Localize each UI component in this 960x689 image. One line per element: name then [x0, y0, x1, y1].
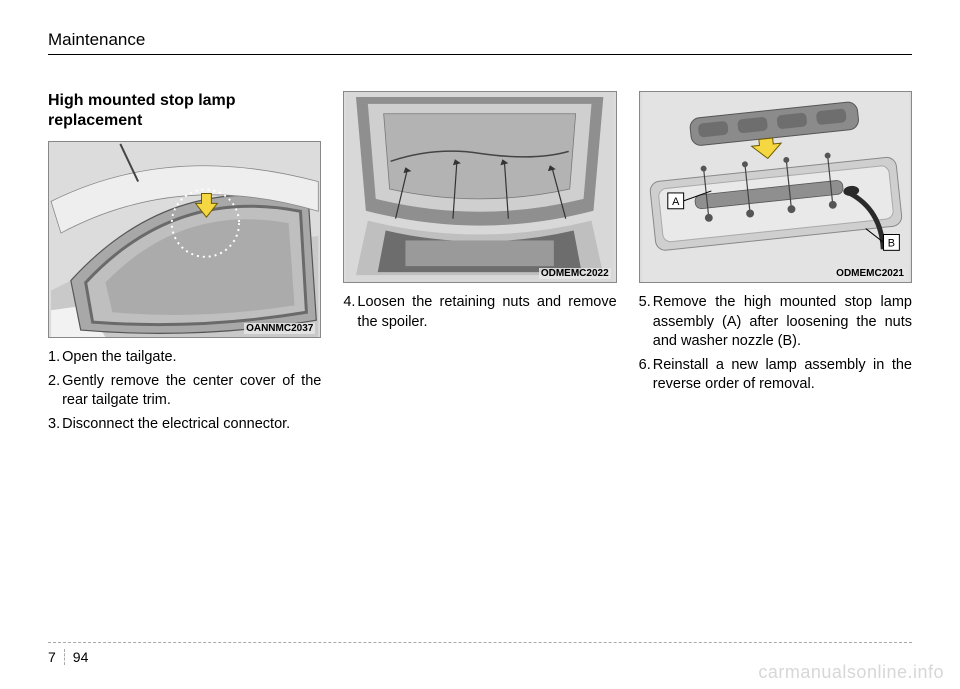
callout-a-label: A	[672, 196, 680, 208]
column-1: High mounted stop lamp replacement	[48, 91, 321, 438]
content-columns: High mounted stop lamp replacement	[48, 91, 912, 438]
step-1: 1. Open the tailgate.	[48, 348, 321, 368]
chapter-number: 7	[48, 649, 65, 665]
column-3-text: 5. Remove the high mounted stop lamp ass…	[639, 293, 912, 395]
step-number: 6.	[639, 356, 651, 395]
step-number: 4.	[343, 293, 355, 332]
step-6: 6. Reinstall a new lamp assembly in the …	[639, 356, 912, 395]
figure-3-svg: A B	[640, 92, 911, 282]
step-number: 5.	[639, 293, 651, 352]
subsection-heading: High mounted stop lamp replacement	[48, 91, 321, 131]
figure-2: ODMEMC2022	[343, 91, 616, 283]
figure-1-svg	[49, 142, 320, 337]
step-text: Open the tailgate.	[60, 348, 321, 368]
callout-b-label: B	[887, 237, 894, 249]
step-text: Gently remove the center cover of the re…	[60, 372, 321, 411]
figure-2-svg	[344, 92, 615, 282]
step-text: Disconnect the electrical connector.	[60, 415, 321, 435]
page-number: 94	[73, 649, 89, 665]
step-number: 1.	[48, 348, 60, 368]
step-text: Loosen the retaining nuts and remove the…	[355, 293, 616, 332]
column-2-text: 4. Loosen the retaining nuts and remove …	[343, 293, 616, 332]
column-2: ODMEMC2022 4. Loosen the retaining nuts …	[343, 91, 616, 438]
step-number: 3.	[48, 415, 60, 435]
step-4: 4. Loosen the retaining nuts and remove …	[343, 293, 616, 332]
figure-1: OANNMC2037	[48, 141, 321, 338]
column-3: A B ODMEMC2021 5. Remove the high mounte…	[639, 91, 912, 438]
column-1-text: 1. Open the tailgate. 2. Gently remove t…	[48, 348, 321, 434]
section-title: Maintenance	[48, 30, 145, 49]
watermark: carmanualsonline.info	[758, 662, 944, 683]
figure-1-label: OANNMC2037	[244, 323, 315, 334]
figure-3-label: ODMEMC2021	[834, 268, 906, 279]
step-3: 3. Disconnect the electrical connector.	[48, 415, 321, 435]
step-number: 2.	[48, 372, 60, 411]
figure-2-label: ODMEMC2022	[539, 268, 611, 279]
step-text: Reinstall a new lamp assembly in the rev…	[651, 356, 912, 395]
figure-3: A B ODMEMC2021	[639, 91, 912, 283]
section-header: Maintenance	[48, 30, 912, 55]
step-5: 5. Remove the high mounted stop lamp ass…	[639, 293, 912, 352]
step-2: 2. Gently remove the center cover of the…	[48, 372, 321, 411]
step-text: Remove the high mounted stop lamp assemb…	[651, 293, 912, 352]
